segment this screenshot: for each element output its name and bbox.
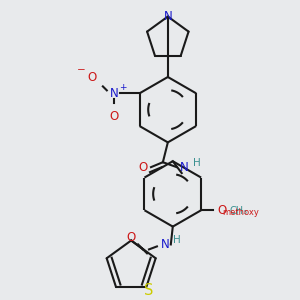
Text: O: O [109, 110, 119, 123]
Text: N: N [180, 161, 189, 174]
Text: +: + [119, 83, 126, 92]
Text: N: N [160, 238, 169, 251]
Text: S: S [144, 283, 153, 298]
Text: O: O [138, 161, 148, 174]
Text: O: O [217, 204, 226, 217]
Text: O: O [87, 71, 97, 84]
Text: −: − [77, 64, 85, 75]
Text: N: N [110, 87, 118, 100]
Text: H: H [193, 158, 200, 168]
Text: O: O [127, 231, 136, 244]
Text: N: N [164, 10, 172, 23]
Text: CH₃: CH₃ [230, 206, 248, 216]
Text: methoxy: methoxy [222, 208, 259, 217]
Text: H: H [173, 236, 181, 245]
